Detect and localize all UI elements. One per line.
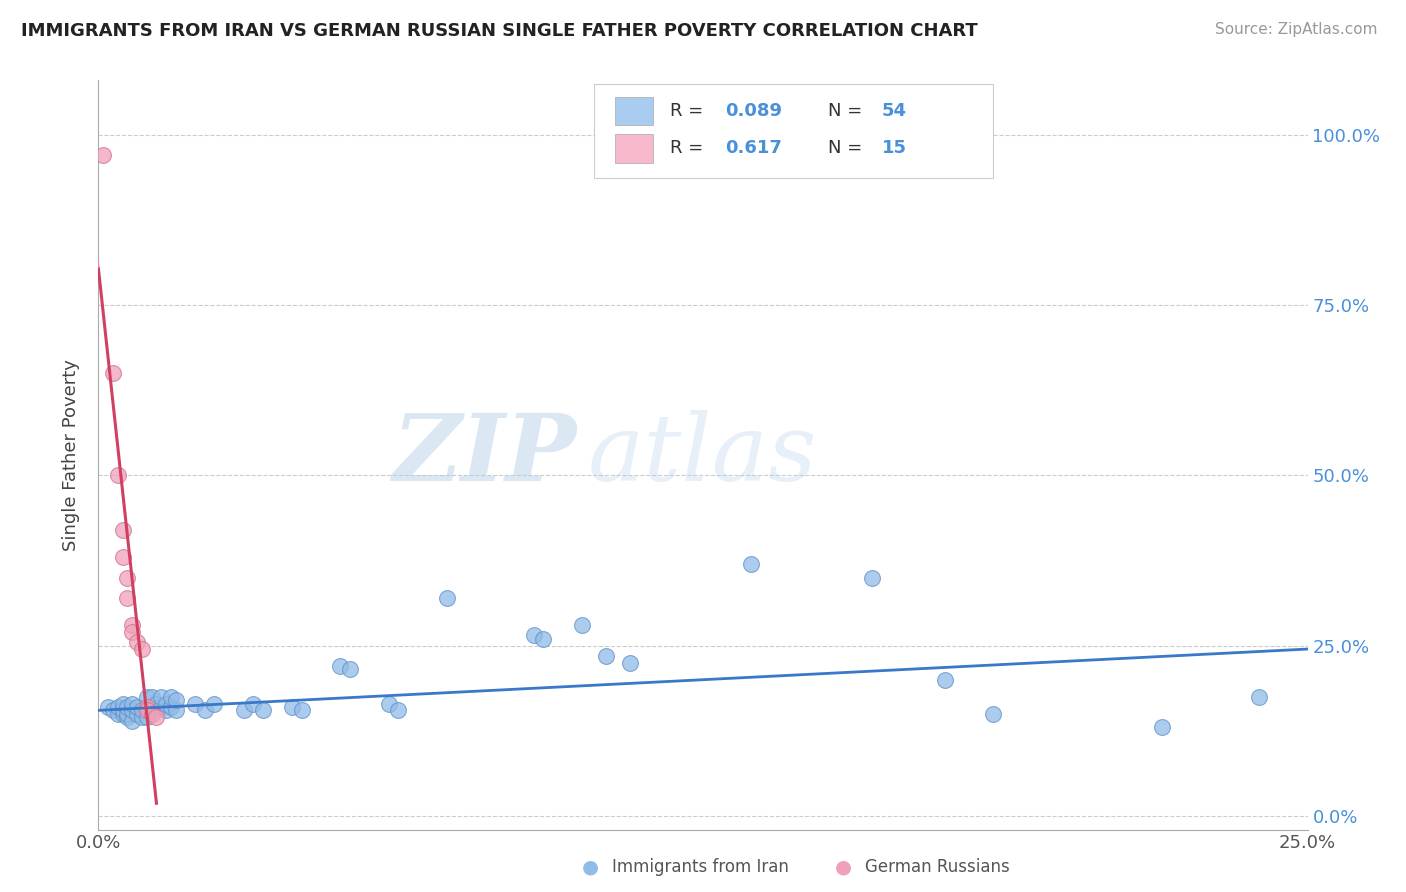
Point — [155, 703, 177, 717]
Point — [150, 700, 173, 714]
Text: N =: N = — [828, 102, 868, 120]
Point — [740, 557, 762, 571]
Point — [117, 700, 139, 714]
Point — [232, 703, 254, 717]
Point — [1152, 720, 1174, 734]
Point — [111, 706, 134, 721]
Point — [531, 632, 554, 646]
Point — [101, 703, 124, 717]
Point — [135, 710, 157, 724]
Point — [111, 550, 134, 565]
Point — [135, 700, 157, 714]
Point — [571, 618, 593, 632]
Point — [377, 697, 399, 711]
Point — [131, 710, 153, 724]
Point — [97, 700, 120, 714]
Text: Immigrants from Iran: Immigrants from Iran — [612, 858, 789, 876]
Text: 54: 54 — [882, 102, 907, 120]
Point — [290, 703, 312, 717]
Point — [121, 697, 143, 711]
Point — [117, 591, 139, 605]
Point — [160, 700, 183, 714]
Point — [127, 706, 149, 721]
Point — [184, 697, 207, 711]
Text: 0.089: 0.089 — [724, 102, 782, 120]
Point — [860, 570, 883, 584]
Point — [107, 468, 129, 483]
Point — [165, 703, 187, 717]
Point — [619, 656, 641, 670]
Text: ●: ● — [835, 857, 852, 877]
Point — [121, 714, 143, 728]
Text: R =: R = — [671, 139, 716, 158]
Point — [111, 523, 134, 537]
Point — [117, 710, 139, 724]
Point — [117, 706, 139, 721]
Point — [121, 625, 143, 640]
Point — [141, 690, 163, 704]
Point — [131, 642, 153, 657]
FancyBboxPatch shape — [595, 84, 993, 178]
Point — [981, 706, 1004, 721]
Point — [595, 648, 617, 663]
Text: IMMIGRANTS FROM IRAN VS GERMAN RUSSIAN SINGLE FATHER POVERTY CORRELATION CHART: IMMIGRANTS FROM IRAN VS GERMAN RUSSIAN S… — [21, 22, 977, 40]
Point — [329, 659, 352, 673]
Point — [339, 663, 361, 677]
Point — [107, 706, 129, 721]
Point — [242, 697, 264, 711]
Text: atlas: atlas — [588, 410, 818, 500]
Point — [934, 673, 956, 687]
Text: R =: R = — [671, 102, 710, 120]
Bar — [614, 96, 654, 125]
Point — [131, 703, 153, 717]
Text: ZIP: ZIP — [392, 410, 576, 500]
Point — [121, 618, 143, 632]
Point — [111, 697, 134, 711]
Text: Source: ZipAtlas.com: Source: ZipAtlas.com — [1215, 22, 1378, 37]
Point — [281, 700, 304, 714]
Text: 15: 15 — [882, 139, 907, 158]
Point — [135, 703, 157, 717]
Point — [127, 700, 149, 714]
Point — [141, 703, 163, 717]
Point — [387, 703, 409, 717]
Point — [145, 697, 167, 711]
Text: 0.617: 0.617 — [724, 139, 782, 158]
Point — [101, 366, 124, 380]
Point — [117, 570, 139, 584]
Point — [107, 700, 129, 714]
Point — [121, 703, 143, 717]
Text: ●: ● — [582, 857, 599, 877]
Point — [91, 148, 114, 162]
Point — [436, 591, 458, 605]
Point — [194, 703, 217, 717]
Point — [150, 690, 173, 704]
Point — [155, 697, 177, 711]
Point — [160, 690, 183, 704]
Point — [111, 703, 134, 717]
Point — [145, 710, 167, 724]
Point — [127, 635, 149, 649]
Point — [1249, 690, 1271, 704]
Point — [523, 628, 546, 642]
Point — [204, 697, 226, 711]
Text: N =: N = — [828, 139, 868, 158]
Bar — [614, 134, 654, 162]
Point — [165, 693, 187, 707]
Point — [135, 690, 157, 704]
Y-axis label: Single Father Poverty: Single Father Poverty — [62, 359, 80, 551]
Text: German Russians: German Russians — [865, 858, 1010, 876]
Point — [252, 703, 274, 717]
Point — [141, 706, 163, 721]
